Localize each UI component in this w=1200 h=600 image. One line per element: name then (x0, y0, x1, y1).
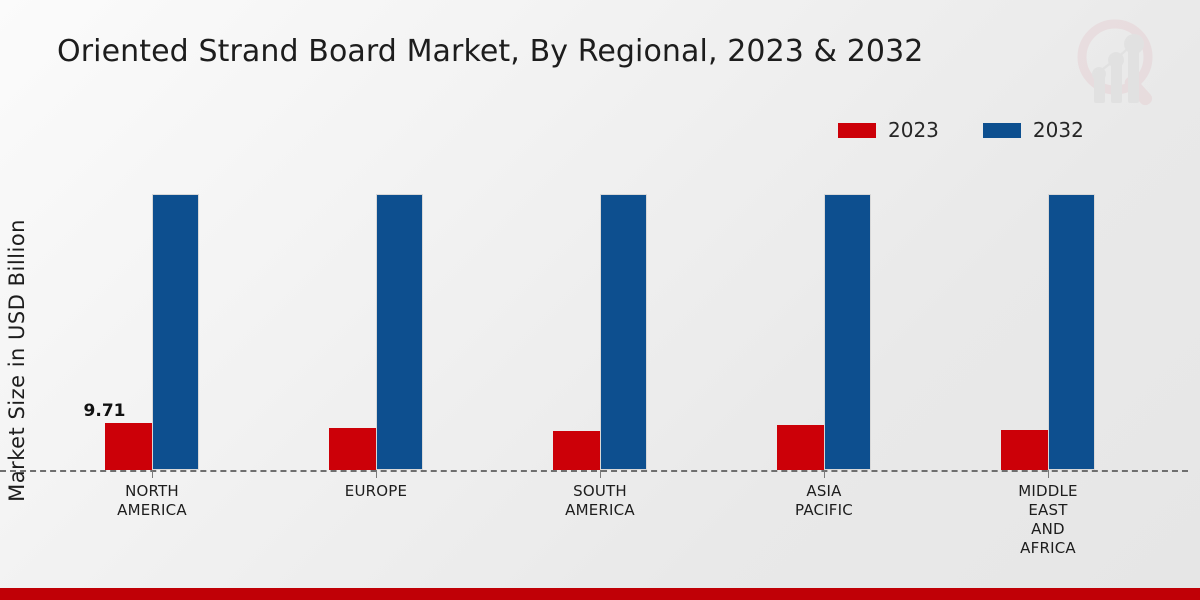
bar-wrapper (824, 194, 871, 470)
legend-item-2023[interactable]: 2023 (838, 120, 939, 140)
bar-wrapper (152, 194, 199, 470)
bar-2023[interactable] (329, 428, 376, 470)
legend-label-2023: 2023 (888, 118, 939, 142)
x-axis-category-labels: NORTH AMERICA EUROPE SOUTH AMERICA ASIA PACIFI… (40, 482, 1160, 558)
category-label: SOUTH AMERICA (488, 482, 712, 558)
bar-2023[interactable] (1001, 430, 1048, 470)
x-axis-tick (600, 470, 601, 478)
bar-wrapper (1001, 430, 1048, 470)
y-axis-title-text: Market Size in USD Billion (5, 218, 29, 502)
bar-wrapper: 9.71 (84, 401, 152, 470)
bar-2023[interactable] (553, 431, 600, 470)
bar-wrapper (1048, 194, 1095, 470)
bar-wrapper (329, 428, 376, 470)
bar-group: 9.71 (40, 180, 264, 478)
category-label: EUROPE (264, 482, 488, 558)
legend-swatch-2023 (838, 122, 876, 138)
category-label-line: AMERICA (117, 501, 187, 519)
x-axis-tick (376, 470, 377, 478)
category-label-line: PACIFIC (795, 501, 853, 519)
category-label-line: NORTH (125, 482, 179, 500)
category-label-line: ASIA (806, 482, 842, 500)
bar-group (264, 180, 488, 478)
bar-2032[interactable] (376, 194, 423, 470)
legend-label-2032: 2032 (1032, 118, 1084, 142)
category-label-line: AND (1031, 520, 1065, 538)
bar-2032[interactable] (152, 194, 199, 470)
bar-group (936, 180, 1160, 478)
bar-2032[interactable] (824, 194, 871, 470)
bar-2032[interactable] (1048, 194, 1095, 470)
bar-wrapper (600, 194, 647, 470)
bar-wrapper (376, 194, 423, 470)
category-label: MIDDLE EAST AND AFRICA (936, 482, 1160, 558)
bar-2023[interactable] (105, 423, 152, 470)
bar-pair (1001, 180, 1095, 470)
x-axis-tick (824, 470, 825, 478)
legend-item-2032[interactable]: 2032 (982, 118, 1084, 142)
bar-pair: 9.71 (84, 180, 199, 470)
category-label-line: EUROPE (344, 482, 408, 500)
x-axis-tick (1048, 470, 1049, 478)
category-label-line: MIDDLE (1018, 482, 1078, 500)
footer-accent-bar (0, 588, 1200, 600)
category-label-line: AFRICA (1020, 539, 1076, 557)
legend-swatch-2032 (982, 122, 1021, 138)
bar-2032[interactable] (600, 194, 647, 470)
bar-wrapper (553, 431, 600, 470)
chart-title: Oriented Strand Board Market, By Regiona… (57, 34, 924, 69)
bar-group (488, 180, 712, 478)
category-label: NORTH AMERICA (40, 482, 264, 558)
category-label-line: EAST (1028, 501, 1068, 519)
category-label-line: SOUTH (573, 482, 627, 500)
x-axis-tick (152, 470, 153, 478)
y-axis-title: Market Size in USD Billion (2, 195, 32, 525)
bar-group (712, 180, 936, 478)
bar-pair (553, 180, 647, 470)
bar-groups: 9.71 (40, 180, 1160, 478)
bar-2023[interactable] (777, 425, 824, 470)
bar-pair (777, 180, 871, 470)
chart-legend: 2023 2032 (838, 120, 1084, 140)
bar-value-label: 9.71 (83, 401, 126, 421)
bar-wrapper (777, 425, 824, 470)
category-label: ASIA PACIFIC (712, 482, 936, 558)
bar-pair (329, 180, 423, 470)
category-label-line: AMERICA (565, 501, 635, 519)
watermark-logo-icon (1068, 12, 1176, 112)
x-axis-baseline (0, 470, 1188, 472)
